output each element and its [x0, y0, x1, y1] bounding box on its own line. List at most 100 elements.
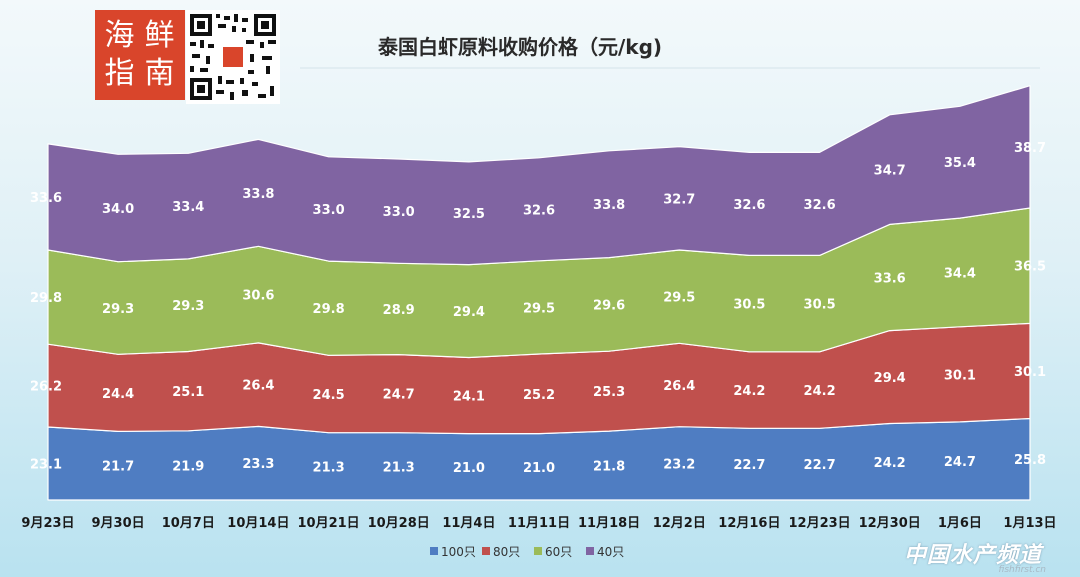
data-label: 29.3 — [172, 299, 204, 314]
data-label: 24.2 — [874, 456, 906, 471]
data-label: 32.6 — [804, 198, 836, 213]
data-label: 24.5 — [313, 388, 345, 403]
x-tick-label: 10月28日 — [368, 516, 430, 531]
data-label: 32.7 — [663, 192, 695, 207]
data-label: 26.4 — [242, 379, 274, 394]
data-label: 29.8 — [313, 302, 345, 317]
data-label: 33.0 — [383, 205, 415, 220]
data-label: 30.5 — [733, 298, 765, 313]
x-tick-label: 12月23日 — [789, 516, 851, 531]
chart-title: 泰国白虾原料收购价格（元/kg) — [377, 35, 662, 59]
logo-char: 指 — [104, 56, 136, 91]
logo-char: 海 — [104, 18, 136, 53]
x-tick-label: 12月16日 — [718, 516, 780, 531]
data-label: 21.7 — [102, 460, 134, 475]
data-label: 21.3 — [313, 460, 345, 475]
data-label: 24.7 — [944, 455, 976, 470]
data-label: 22.7 — [733, 458, 765, 473]
data-label: 34.4 — [944, 267, 976, 282]
data-label: 24.2 — [804, 384, 836, 399]
legend-swatch — [534, 547, 542, 555]
data-label: 34.0 — [102, 202, 134, 217]
x-axis-tick-labels: 9月23日 9月30日 10月7日 10月14日 10月21日 10月28日 11月4日 11… — [21, 516, 1056, 531]
series-areas — [47, 85, 1031, 501]
legend-label: 100只 — [441, 545, 476, 559]
data-label: 33.6 — [874, 272, 906, 287]
x-tick-label: 9月23日 — [21, 516, 74, 531]
brand-logo-text: 海 鲜 指 南 — [95, 10, 185, 100]
logo-char: 鲜 — [144, 18, 176, 53]
qr-code-icon — [186, 10, 280, 104]
data-labels: 23.1 21.7 21.9 23.3 21.3 21.3 21.0 21.0 21.8 23.2… — [30, 141, 1046, 476]
x-tick-label: 10月7日 — [162, 516, 215, 531]
data-label: 25.1 — [172, 385, 204, 400]
data-label: 26.2 — [30, 380, 62, 395]
data-label: 29.6 — [593, 298, 625, 313]
data-label: 30.1 — [1014, 365, 1046, 380]
data-label: 30.5 — [804, 298, 836, 313]
data-label: 32.5 — [453, 207, 485, 222]
data-label: 21.0 — [523, 461, 555, 476]
data-label: 29.5 — [663, 291, 695, 306]
data-label: 26.4 — [663, 379, 695, 394]
data-label: 21.8 — [593, 460, 625, 475]
data-label: 33.4 — [172, 200, 204, 215]
data-label: 23.1 — [30, 458, 62, 473]
data-label: 30.6 — [242, 289, 274, 304]
data-label: 35.4 — [944, 156, 976, 171]
data-label: 21.0 — [453, 461, 485, 476]
x-tick-label: 12月30日 — [859, 516, 921, 531]
data-label: 23.3 — [242, 457, 274, 472]
data-label: 29.3 — [102, 302, 134, 317]
data-label: 34.7 — [874, 164, 906, 179]
data-label: 24.4 — [102, 387, 134, 402]
legend-swatch — [586, 547, 594, 555]
data-label: 28.9 — [383, 303, 415, 318]
data-label: 33.8 — [593, 198, 625, 213]
data-label: 21.9 — [172, 459, 204, 474]
legend-label: 80只 — [493, 545, 520, 559]
data-label: 30.1 — [944, 368, 976, 383]
data-label: 23.2 — [663, 457, 695, 472]
data-label: 32.6 — [733, 198, 765, 213]
data-label: 22.7 — [804, 458, 836, 473]
legend-swatch — [430, 547, 438, 555]
legend-swatch — [482, 547, 490, 555]
data-label: 29.5 — [523, 301, 555, 316]
data-label: 29.8 — [30, 291, 62, 306]
data-label: 33.6 — [30, 191, 62, 206]
data-label: 33.8 — [242, 187, 274, 202]
data-label: 25.3 — [593, 385, 625, 400]
watermark: 中国水产频道 — [903, 543, 1042, 568]
data-label: 29.4 — [453, 305, 485, 320]
data-label: 21.3 — [383, 460, 415, 475]
data-label: 24.2 — [733, 384, 765, 399]
legend-label: 40只 — [597, 545, 624, 559]
x-tick-label: 10月14日 — [227, 516, 289, 531]
x-tick-label: 10月21日 — [298, 516, 360, 531]
x-tick-label: 11月11日 — [508, 516, 570, 531]
data-label: 38.7 — [1014, 141, 1046, 156]
legend-label: 60只 — [545, 545, 572, 559]
x-tick-label: 12月2日 — [653, 516, 706, 531]
data-label: 32.6 — [523, 203, 555, 218]
x-tick-label: 1月6日 — [938, 516, 982, 531]
x-tick-label: 11月4日 — [442, 516, 495, 531]
data-label: 25.2 — [523, 388, 555, 403]
watermark-url: fishfirst.cn — [998, 565, 1046, 575]
data-label: 25.8 — [1014, 453, 1046, 468]
series-area-3 — [47, 85, 1031, 266]
x-tick-label: 9月30日 — [92, 516, 145, 531]
data-label: 33.0 — [313, 203, 345, 218]
x-tick-label: 11月18日 — [578, 516, 640, 531]
data-label: 24.1 — [453, 390, 485, 405]
qr-code — [186, 10, 280, 104]
brand-logo: 海 鲜 指 南 — [95, 10, 185, 100]
data-label: 36.5 — [1014, 260, 1046, 275]
data-label: 29.4 — [874, 371, 906, 386]
legend: 100只 80只 60只 40只 — [430, 545, 624, 559]
data-label: 24.7 — [383, 388, 415, 403]
x-tick-label: 1月13日 — [1003, 516, 1056, 531]
logo-char: 南 — [144, 56, 176, 91]
